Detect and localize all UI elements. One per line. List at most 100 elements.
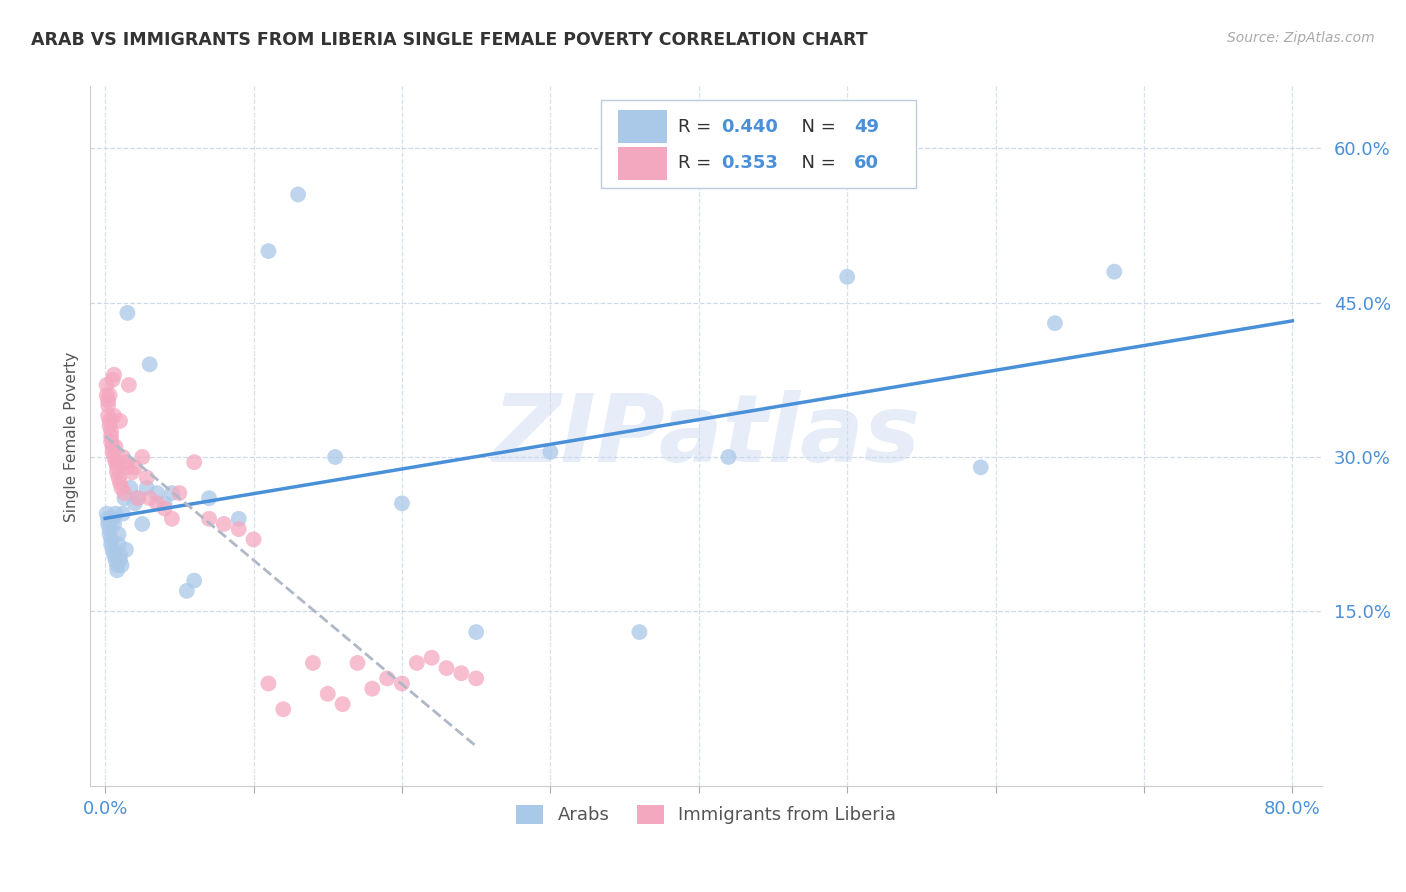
Point [100,533,122,547]
Text: Source: ZipAtlas.com: Source: ZipAtlas.com [1227,31,1375,45]
Point [108,414,131,428]
Point [110,558,132,573]
Point [135,470,157,484]
Point [131,450,153,464]
Point [228,522,250,536]
Point [287,187,309,202]
Point [257,676,280,690]
Point [450,666,472,681]
Text: ARAB VS IMMIGRANTS FROM LIBERIA SINGLE FEMALE POVERTY CORRELATION CHART: ARAB VS IMMIGRANTS FROM LIBERIA SINGLE F… [31,31,868,49]
Point [103,368,125,382]
Point [97,399,120,413]
Point [127,491,149,506]
Point [103,548,125,562]
Point [107,455,129,469]
Point [436,661,458,675]
Point [105,563,128,577]
Point [153,496,176,510]
Point [98,388,121,402]
Point [153,501,176,516]
Point [465,672,488,686]
Point [146,496,169,510]
Point [198,512,221,526]
Point [271,702,294,716]
Point [104,455,127,469]
Point [391,496,413,510]
Text: 0.440: 0.440 [721,118,778,136]
Point [146,486,169,500]
Point [107,537,129,551]
Point [465,625,488,640]
Point [183,455,205,469]
Point [104,507,127,521]
Point [160,512,183,526]
Point [101,373,124,387]
Point [105,558,128,573]
Point [176,583,198,598]
Point [104,553,127,567]
Point [375,672,398,686]
Point [104,440,127,454]
Point [105,466,128,480]
Point [127,491,149,506]
Point [169,486,191,500]
Legend: Arabs, Immigrants from Liberia: Arabs, Immigrants from Liberia [508,796,905,833]
Point [117,460,139,475]
Point [97,512,120,526]
Point [124,496,146,510]
Point [100,429,122,443]
Point [717,450,740,464]
Point [101,445,124,459]
Point [101,440,124,454]
Point [124,460,146,475]
Point [110,481,132,495]
Text: R =: R = [678,118,717,136]
Text: ZIPatlas: ZIPatlas [492,391,921,483]
Point [538,445,561,459]
Point [111,450,134,464]
Point [96,507,118,521]
Point [346,656,368,670]
Point [837,269,859,284]
Point [98,527,121,541]
FancyBboxPatch shape [617,146,666,180]
Point [183,574,205,588]
Point [114,491,136,506]
Point [103,516,125,531]
Point [96,388,118,402]
Text: N =: N = [790,154,841,172]
Point [107,470,129,484]
Point [323,450,346,464]
Point [1104,265,1126,279]
Point [108,475,131,490]
Point [135,481,157,495]
Point [98,414,121,428]
Point [97,393,120,408]
Point [108,553,131,567]
Point [117,306,139,320]
Point [101,542,124,557]
Point [405,656,427,670]
Point [970,460,993,475]
Point [131,516,153,531]
Point [107,527,129,541]
Y-axis label: Single Female Poverty: Single Female Poverty [65,351,79,522]
Point [105,460,128,475]
Point [98,522,121,536]
Point [103,450,125,464]
Point [98,419,121,434]
Point [100,424,122,438]
Point [391,676,413,690]
Point [257,244,280,258]
Point [198,491,221,506]
Point [100,434,122,449]
Point [1043,316,1066,330]
Point [316,687,339,701]
Point [332,697,354,711]
Point [138,357,160,371]
Point [212,516,235,531]
Point [302,656,325,670]
Point [361,681,384,696]
Point [628,625,651,640]
Point [103,409,125,423]
